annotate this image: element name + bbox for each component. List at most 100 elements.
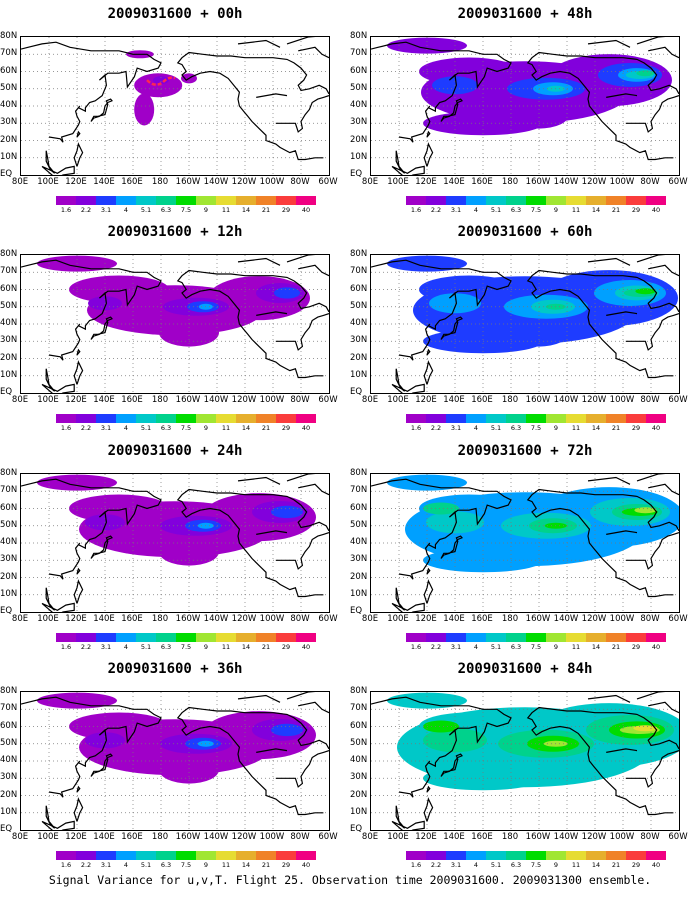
coastline xyxy=(298,483,329,496)
colorbar-swatch xyxy=(626,633,646,642)
latitude-label: 50N xyxy=(0,300,18,311)
colorbar-label: 9 xyxy=(203,861,209,869)
colorbar-swatch xyxy=(156,196,176,205)
colorbar-label: 3.1 xyxy=(450,643,462,651)
longitude-label: 120W xyxy=(231,395,257,405)
longitude-label: 100W xyxy=(259,177,285,187)
colorbar-label: 1.6 xyxy=(60,861,72,869)
coastline xyxy=(275,313,329,351)
latitude-label: EQ xyxy=(0,606,13,616)
colorbar-labels: 1.6 2.2 3.1 4 5.1 6.3 7.5 9 11 14 21 29 40 xyxy=(56,424,316,434)
coastline xyxy=(21,41,162,143)
latitude-label: 30N xyxy=(0,117,18,128)
longitude-label: 100E xyxy=(387,832,409,842)
colorbar-label: 11 xyxy=(571,206,581,214)
colorbar xyxy=(56,196,316,205)
longitude-label: 160E xyxy=(471,614,493,624)
colorbar-swatch xyxy=(426,414,446,423)
panel-title: 2009031600 + 36h xyxy=(107,661,243,677)
coastline xyxy=(237,694,281,703)
colorbar-swatch xyxy=(526,633,546,642)
coastline xyxy=(371,259,512,361)
longitude-label: 160W xyxy=(175,614,201,624)
longitude-label: 60W xyxy=(318,614,338,624)
coastline xyxy=(286,255,316,263)
colorbar-swatch xyxy=(566,196,586,205)
latitude-label: 50N xyxy=(350,82,368,93)
coastline xyxy=(391,602,425,612)
colorbar-label: 3.1 xyxy=(450,861,462,869)
colorbar-label: 21 xyxy=(611,643,621,651)
coastline xyxy=(636,692,666,700)
longitude-axis: 80E 100E 120E 140E 160E 180 160W 140W 120W 100W 80… xyxy=(6,177,342,189)
coastline xyxy=(526,269,679,379)
longitude-label: 160E xyxy=(121,395,143,405)
longitude-label: 180 xyxy=(501,177,519,187)
colorbar-label: 4 xyxy=(473,861,479,869)
longitude-label: 140W xyxy=(553,614,579,624)
colorbar-swatch xyxy=(586,851,606,860)
latitude-label: 10N xyxy=(0,588,18,599)
latitude-label: 30N xyxy=(0,335,18,346)
longitude-label: 120E xyxy=(415,614,437,624)
colorbar-label: 1.6 xyxy=(410,206,422,214)
longitude-label: 140W xyxy=(553,395,579,405)
latitude-label: 70N xyxy=(0,266,18,277)
coastline xyxy=(237,257,281,266)
longitude-label: 180 xyxy=(501,614,519,624)
colorbar-label: 9 xyxy=(203,206,209,214)
latitude-label: 10N xyxy=(0,369,18,380)
variance-region xyxy=(271,505,303,519)
colorbar-label: 14 xyxy=(591,643,601,651)
colorbar-swatch xyxy=(546,851,566,860)
longitude-label: 100E xyxy=(387,395,409,405)
longitude-label: 120E xyxy=(65,832,87,842)
colorbar-labels: 1.6 2.2 3.1 4 5.1 6.3 7.5 9 11 14 21 29 40 xyxy=(406,424,666,434)
latitude-label: EQ xyxy=(0,169,13,179)
colorbar-swatch xyxy=(96,414,116,423)
longitude-label: 160E xyxy=(121,614,143,624)
colorbar-swatch xyxy=(466,414,486,423)
coastline xyxy=(286,692,316,700)
colorbar-swatch xyxy=(156,851,176,860)
colorbar-labels: 1.6 2.2 3.1 4 5.1 6.3 7.5 9 11 14 21 29 40 xyxy=(406,643,666,653)
colorbar-label: 1.6 xyxy=(410,861,422,869)
coastline xyxy=(256,748,288,753)
longitude-axis: 80E 100E 120E 140E 160E 180 160W 140W 120W 100W 80… xyxy=(356,832,692,844)
variance-region xyxy=(271,723,303,737)
longitude-label: 160W xyxy=(525,177,551,187)
colorbar-swatch xyxy=(136,196,156,205)
map-area xyxy=(20,36,330,176)
colorbar-swatch xyxy=(626,851,646,860)
colorbar-swatch xyxy=(76,633,96,642)
colorbar-label: 2.2 xyxy=(430,861,442,869)
longitude-label: 60W xyxy=(668,614,688,624)
colorbar-swatch xyxy=(256,633,276,642)
colorbar-swatch xyxy=(236,851,256,860)
latitude-label: 40N xyxy=(0,100,18,110)
colorbar-swatch xyxy=(176,414,196,423)
longitude-label: 80W xyxy=(290,614,310,624)
colorbar-swatch xyxy=(406,633,426,642)
coastline xyxy=(41,820,75,830)
colorbar-label: 29 xyxy=(281,643,291,651)
longitude-label: 80W xyxy=(640,832,660,842)
colorbar-label: 7.5 xyxy=(180,643,192,651)
coastline xyxy=(587,39,631,48)
coastline xyxy=(76,130,81,138)
colorbar-swatch xyxy=(646,851,666,860)
latitude-label: EQ xyxy=(0,824,13,834)
colorbar-swatch xyxy=(446,851,466,860)
colorbar-label: 40 xyxy=(651,424,661,432)
coastline xyxy=(587,476,631,485)
longitude-label: 160E xyxy=(471,395,493,405)
colorbar-label: 40 xyxy=(651,643,661,651)
map-panel: 2009031600 + 72h 80N 70N 60N 50N 40N 30N 20N 10N… xyxy=(350,437,700,662)
colorbar-label: 3.1 xyxy=(450,206,462,214)
latitude-label: 50N xyxy=(350,300,368,311)
colorbar-label: 2.2 xyxy=(80,206,92,214)
colorbar-label: 14 xyxy=(591,424,601,432)
colorbar-swatch xyxy=(506,196,526,205)
latitude-label: 40N xyxy=(350,755,368,765)
longitude-label: 140W xyxy=(203,177,229,187)
